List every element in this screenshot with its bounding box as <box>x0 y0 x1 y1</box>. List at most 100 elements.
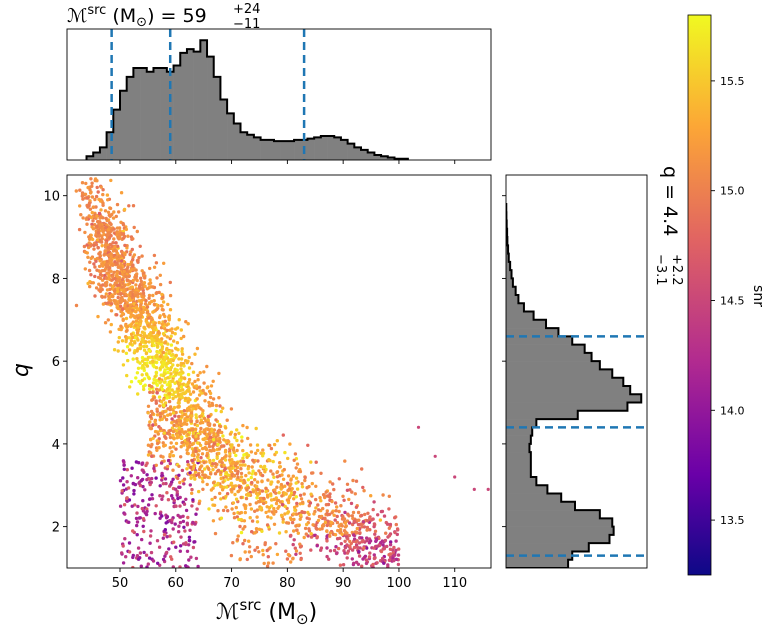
scatter-point <box>92 247 95 250</box>
scatter-point <box>214 462 217 465</box>
scatter-point <box>84 267 87 270</box>
scatter-point <box>383 514 386 517</box>
right-title-minus: −3.1 <box>653 254 668 286</box>
scatter-point <box>347 498 350 501</box>
scatter-point <box>247 540 250 543</box>
scatter-point <box>115 262 118 265</box>
scatter-point <box>135 314 138 317</box>
scatter-point <box>189 477 192 480</box>
colorbar-label: snr <box>750 285 766 307</box>
scatter-point <box>346 483 349 486</box>
scatter-point <box>174 447 177 450</box>
scatter-point <box>128 385 131 388</box>
scatter-point <box>95 269 98 272</box>
scatter-point <box>122 459 125 462</box>
scatter-point <box>346 537 349 540</box>
scatter-point <box>86 196 89 199</box>
scatter-point <box>122 463 125 466</box>
scatter-point <box>266 565 269 568</box>
scatter-point <box>245 497 248 500</box>
scatter-point <box>98 252 101 255</box>
scatter-point <box>194 447 197 450</box>
scatter-point <box>91 238 94 241</box>
scatter-point <box>270 498 273 501</box>
scatter-point <box>318 496 321 499</box>
scatter-point <box>128 348 131 351</box>
scatter-point <box>273 523 276 526</box>
scatter-point <box>118 236 121 239</box>
scatter-point <box>266 495 269 498</box>
scatter-point <box>273 488 276 491</box>
scatter-point <box>101 204 104 207</box>
scatter-point <box>136 392 139 395</box>
scatter-point <box>196 459 199 462</box>
right-title-plus: +2.2 <box>669 254 684 286</box>
scatter-point <box>132 492 135 495</box>
y-tick-label: 8 <box>52 272 60 287</box>
scatter-point <box>155 408 158 411</box>
top-hist-bar <box>93 152 100 160</box>
scatter-point <box>111 295 114 298</box>
scatter-point <box>243 519 246 522</box>
scatter-point <box>137 461 140 464</box>
scatter-point <box>136 533 139 536</box>
right-hist-bar <box>506 502 575 511</box>
scatter-point <box>190 504 193 507</box>
scatter-point <box>122 561 125 564</box>
scatter-point <box>244 507 247 510</box>
scatter-point <box>297 532 300 535</box>
scatter-point <box>169 429 172 432</box>
scatter-point <box>387 553 390 556</box>
scatter-point <box>134 376 137 379</box>
scatter-point <box>241 542 244 545</box>
scatter-point <box>89 177 92 180</box>
top-hist-bar <box>187 49 194 160</box>
scatter-point <box>152 381 155 384</box>
scatter-point <box>264 490 267 493</box>
x-tick-label: 100 <box>387 576 412 591</box>
scatter-point <box>128 253 131 256</box>
scatter-point <box>111 275 114 278</box>
scatter-point <box>244 511 247 514</box>
scatter-point <box>92 262 95 265</box>
scatter-point <box>336 521 339 524</box>
scatter-point <box>148 278 151 281</box>
scatter-point <box>238 525 241 528</box>
scatter-point <box>172 411 175 414</box>
scatter-point <box>282 433 285 436</box>
top-title-plus: +24 <box>233 2 260 17</box>
scatter-point <box>127 521 130 524</box>
scatter-point <box>212 448 215 451</box>
scatter-point <box>188 529 191 532</box>
scatter-point <box>172 339 175 342</box>
scatter-point <box>88 241 91 244</box>
scatter-point <box>267 555 270 558</box>
scatter-point <box>257 550 260 553</box>
scatter-point <box>181 347 184 350</box>
scatter-point <box>309 460 312 463</box>
scatter-point <box>333 514 336 517</box>
scatter-point <box>261 549 264 552</box>
scatter-point <box>397 547 400 550</box>
scatter-point <box>166 367 169 370</box>
scatter-point <box>106 288 109 291</box>
scatter-point <box>109 207 112 210</box>
scatter-point <box>127 270 130 273</box>
scatter-point <box>179 521 182 524</box>
scatter-point <box>96 246 99 249</box>
scatter-point <box>142 385 145 388</box>
scatter-point <box>121 339 124 342</box>
scatter-point <box>266 505 269 508</box>
scatter-point <box>296 487 299 490</box>
scatter-point <box>330 500 333 503</box>
right-hist-bar <box>506 369 612 378</box>
scatter-point <box>113 289 116 292</box>
scatter-point <box>201 480 204 483</box>
scatter-point <box>234 469 237 472</box>
scatter-point <box>178 430 181 433</box>
scatter-point <box>168 400 171 403</box>
scatter-point <box>162 537 165 540</box>
scatter-point <box>365 539 368 542</box>
scatter-point <box>155 366 158 369</box>
scatter-point <box>213 496 216 499</box>
